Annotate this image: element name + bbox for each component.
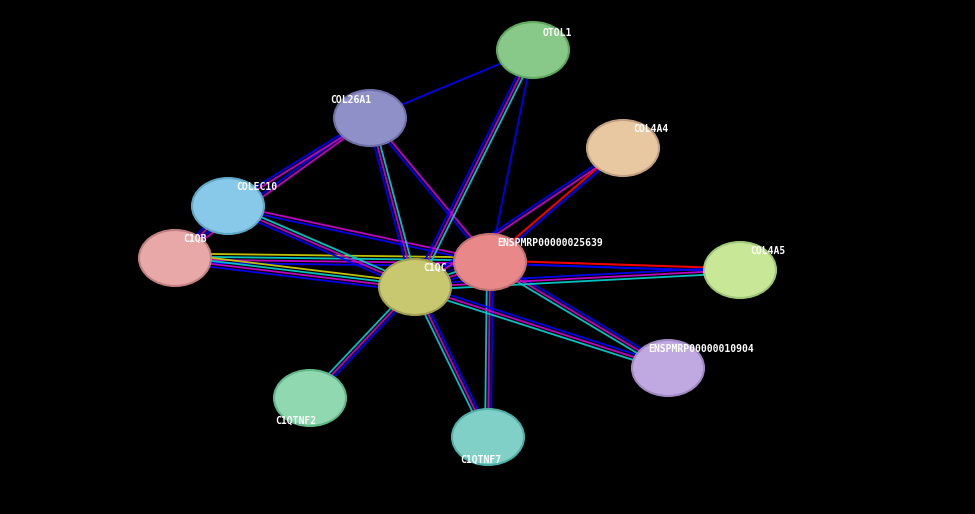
Text: ENSPMRP00000010904: ENSPMRP00000010904	[648, 344, 754, 354]
Text: C1QC: C1QC	[423, 263, 447, 273]
Ellipse shape	[334, 90, 406, 146]
Text: C1QTNF2: C1QTNF2	[275, 416, 316, 426]
Ellipse shape	[139, 230, 211, 286]
Text: COL4A4: COL4A4	[633, 124, 668, 134]
Text: C1QTNF7: C1QTNF7	[460, 455, 501, 465]
Ellipse shape	[632, 340, 704, 396]
Ellipse shape	[452, 409, 524, 465]
Text: COL4A5: COL4A5	[750, 246, 785, 256]
Text: C1QB: C1QB	[183, 234, 207, 244]
Ellipse shape	[454, 234, 526, 290]
Text: ENSPMRP00000025639: ENSPMRP00000025639	[497, 238, 603, 248]
Ellipse shape	[379, 259, 451, 315]
Text: COLEC10: COLEC10	[236, 182, 277, 192]
Ellipse shape	[274, 370, 346, 426]
Ellipse shape	[704, 242, 776, 298]
Ellipse shape	[497, 22, 569, 78]
Ellipse shape	[587, 120, 659, 176]
Ellipse shape	[192, 178, 264, 234]
Text: COL26A1: COL26A1	[330, 95, 371, 105]
Text: OTOL1: OTOL1	[543, 28, 572, 38]
